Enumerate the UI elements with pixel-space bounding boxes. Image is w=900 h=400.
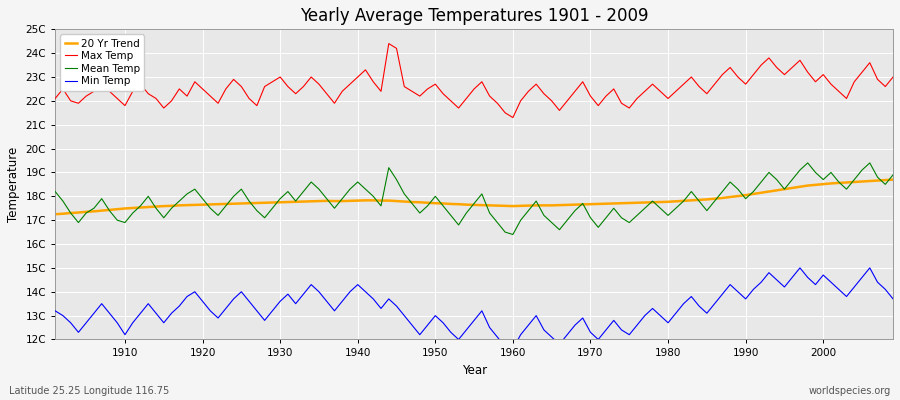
Min Temp [283,292,293,296]
Max Temp [523,89,534,94]
Min Temp [500,344,510,349]
Y-axis label: Temperature: Temperature [7,147,20,222]
20 Yr Trend [500,204,510,208]
Max Temp [50,96,60,101]
Min Temp [50,308,60,313]
Mean Temp [329,206,340,211]
Max Temp [516,98,526,103]
Line: 20 Yr Trend: 20 Yr Trend [55,180,893,214]
Text: Latitude 25.25 Longitude 116.75: Latitude 25.25 Longitude 116.75 [9,386,169,396]
Max Temp [887,74,898,79]
Line: Max Temp: Max Temp [55,44,893,118]
Mean Temp [508,232,518,237]
Mean Temp [608,206,619,211]
Title: Yearly Average Temperatures 1901 - 2009: Yearly Average Temperatures 1901 - 2009 [300,7,648,25]
Mean Temp [283,189,293,194]
20 Yr Trend [329,199,340,204]
Max Temp [383,41,394,46]
Mean Temp [50,189,60,194]
Min Temp [508,347,518,352]
20 Yr Trend [508,204,518,208]
Legend: 20 Yr Trend, Max Temp, Mean Temp, Min Temp: 20 Yr Trend, Max Temp, Mean Temp, Min Te… [60,34,145,91]
Line: Min Temp: Min Temp [55,268,893,349]
Max Temp [329,101,340,106]
Min Temp [795,266,806,270]
X-axis label: Year: Year [462,364,487,377]
Mean Temp [516,218,526,222]
Mean Temp [500,230,510,234]
20 Yr Trend [600,201,611,206]
Min Temp [112,320,122,325]
Max Temp [616,101,627,106]
Max Temp [283,84,293,89]
Min Temp [887,296,898,301]
Text: worldspecies.org: worldspecies.org [809,386,891,396]
Min Temp [608,318,619,323]
Mean Temp [802,160,813,165]
Min Temp [329,308,340,313]
20 Yr Trend [283,200,293,204]
20 Yr Trend [887,177,898,182]
Line: Mean Temp: Mean Temp [55,163,893,234]
Mean Temp [887,172,898,177]
20 Yr Trend [50,212,60,217]
20 Yr Trend [112,207,122,212]
Max Temp [112,96,122,101]
Min Temp [516,332,526,337]
Mean Temp [112,218,122,222]
Max Temp [508,115,518,120]
